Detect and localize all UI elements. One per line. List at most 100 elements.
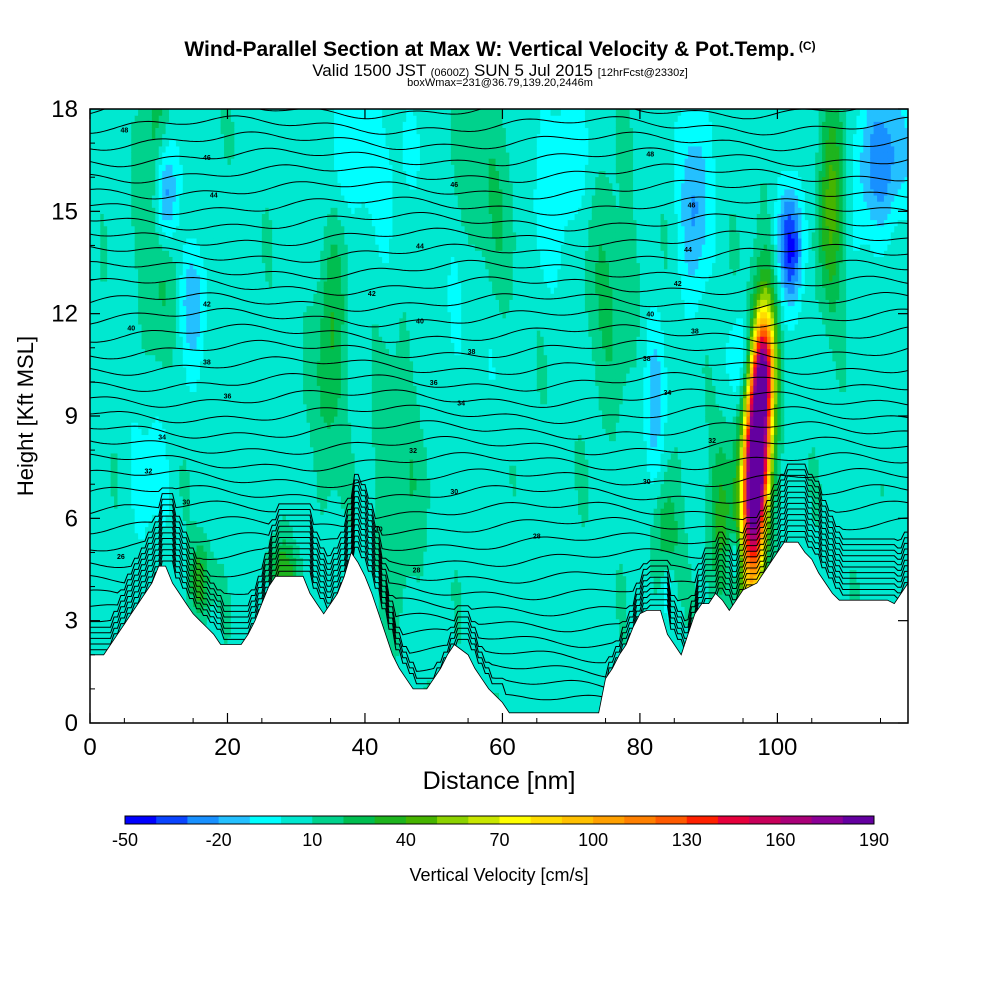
field-cell [169, 447, 173, 454]
field-cell [121, 213, 125, 220]
field-cell [148, 502, 152, 509]
field-cell [131, 361, 135, 368]
field-cell [100, 361, 104, 368]
field-cell [100, 563, 104, 570]
field-cell [100, 404, 104, 411]
field-cell [148, 250, 152, 257]
field-cell [121, 256, 125, 263]
field-cell [142, 256, 146, 263]
field-cell [135, 226, 139, 233]
field-cell [121, 373, 125, 380]
field-cell [97, 385, 101, 392]
field-cell [121, 416, 125, 423]
field-cell [135, 336, 139, 343]
field-cell [169, 477, 173, 484]
field-cell [135, 404, 139, 411]
field-cell [131, 263, 135, 270]
field-cell [121, 293, 125, 300]
field-cell [135, 342, 139, 349]
field-cell [124, 342, 128, 349]
field-cell [166, 551, 170, 558]
field-cell [131, 299, 135, 306]
field-cell [111, 570, 115, 577]
field-cell [100, 281, 104, 288]
field-cell [148, 398, 152, 405]
field-cell [114, 195, 118, 202]
field-cell [135, 115, 139, 122]
field-cell [100, 263, 104, 270]
field-cell [121, 281, 125, 288]
field-cell [97, 373, 101, 380]
field-cell [107, 336, 111, 343]
field-cell [148, 410, 152, 417]
field-cell [142, 281, 146, 288]
field-cell [100, 213, 104, 220]
field-cell [166, 336, 170, 343]
field-cell [121, 428, 125, 435]
field-cell [145, 134, 149, 141]
field-cell [166, 189, 170, 196]
field-cell [124, 557, 128, 564]
field-cell [107, 287, 111, 294]
field-cell [107, 330, 111, 337]
field-cell [142, 361, 146, 368]
field-cell [121, 570, 125, 577]
field-cell [100, 625, 104, 632]
field-cell [131, 232, 135, 239]
field-cell [131, 226, 135, 233]
field-cell [145, 189, 149, 196]
field-cell [107, 447, 111, 454]
field-cell [155, 146, 159, 153]
field-cell [169, 484, 173, 491]
field-cell [148, 115, 152, 122]
field-cell [111, 520, 115, 527]
field-cell [169, 379, 173, 386]
field-cell [100, 207, 104, 214]
field-cell [148, 281, 152, 288]
field-cell [107, 428, 111, 435]
field-cell [124, 170, 128, 177]
field-cell [107, 299, 111, 306]
field-cell [145, 275, 149, 282]
field-cell [121, 361, 125, 368]
field-cell [135, 299, 139, 306]
field-cell [135, 416, 139, 423]
field-cell [114, 496, 118, 503]
field-cell [124, 281, 128, 288]
field-cell [131, 453, 135, 460]
field-cell [159, 336, 163, 343]
field-cell [111, 551, 115, 558]
field-cell [166, 447, 170, 454]
field-cell [148, 361, 152, 368]
field-cell [142, 299, 146, 306]
field-cell [155, 471, 159, 478]
field-cell [131, 134, 135, 141]
field-cell [100, 195, 104, 202]
field-cell [145, 508, 149, 515]
field-cell [124, 441, 128, 448]
field-cell [114, 305, 118, 312]
field-cell [97, 164, 101, 171]
field-cell [145, 404, 149, 411]
field-cell [166, 318, 170, 325]
field-cell [111, 385, 115, 392]
field-cell [159, 226, 163, 233]
field-cell [107, 416, 111, 423]
field-cell [166, 508, 170, 515]
field-cell [142, 398, 146, 405]
field-cell [169, 410, 173, 417]
field-cell [124, 220, 128, 227]
field-cell [124, 226, 128, 233]
field-cell [159, 269, 163, 276]
field-cell [145, 496, 149, 503]
field-cell [100, 312, 104, 319]
field-cell [145, 164, 149, 171]
field-cell [97, 305, 101, 312]
field-cell [100, 477, 104, 484]
field-cell [124, 244, 128, 251]
field-cell [100, 533, 104, 540]
field-cell [159, 140, 163, 147]
field-cell [107, 570, 111, 577]
field-cell [121, 465, 125, 472]
field-cell [121, 533, 125, 540]
